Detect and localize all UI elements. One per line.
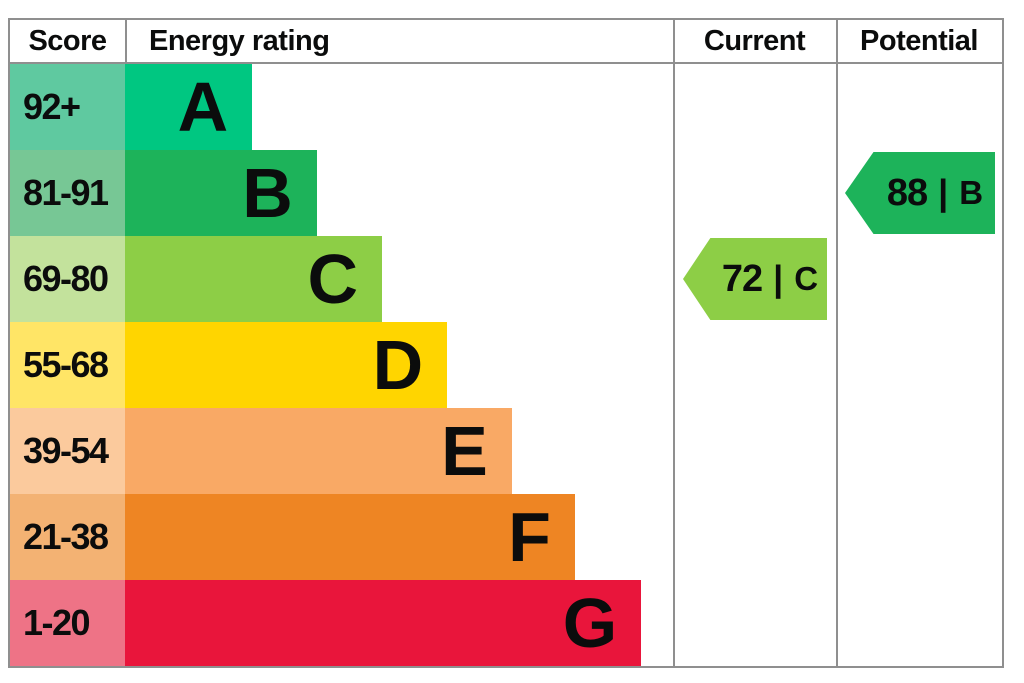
score-header-divider	[125, 20, 127, 64]
current-separator-bar: |	[773, 258, 784, 299]
band-bar-area-d: D	[125, 322, 673, 408]
energy-rating-column-header: Energy rating	[149, 24, 330, 57]
band-bar-area-a: A	[125, 64, 673, 150]
potential-rating-arrow: 88 | B	[845, 152, 995, 234]
band-letter-d: D	[372, 326, 424, 404]
score-range-c: 69-80	[10, 236, 125, 322]
score-range-f: 21-38	[10, 494, 125, 580]
score-range-e: 39-54	[10, 408, 125, 494]
band-row-b: 81-91 B	[10, 150, 1002, 236]
band-bar-b: B	[125, 150, 317, 236]
current-score-value: 72	[721, 257, 763, 300]
band-bar-a: A	[125, 64, 253, 150]
band-letter-e: E	[441, 412, 488, 490]
band-row-d: 55-68 D	[10, 322, 1002, 408]
band-letter-f: F	[508, 498, 551, 576]
current-band-letter: C	[794, 260, 819, 297]
score-column-header: Score	[28, 24, 107, 57]
band-letter-b: B	[242, 154, 293, 232]
current-column-divider	[673, 20, 675, 666]
score-range-a: 92+	[10, 64, 125, 150]
band-bar-area-b: B	[125, 150, 673, 236]
band-row-c: 69-80 C	[10, 236, 1002, 322]
band-row-f: 21-38 F	[10, 494, 1002, 580]
score-range-b: 81-91	[10, 150, 125, 236]
epc-table: Score Energy rating Current Potential 92…	[8, 18, 1004, 668]
band-letter-a: A	[177, 68, 229, 146]
band-row-g: 1-20 G	[10, 580, 1002, 666]
band-row-e: 39-54 E	[10, 408, 1002, 494]
band-letter-c: C	[307, 240, 358, 318]
band-bar-e: E	[125, 408, 512, 494]
band-rows: 92+ A 81-91 B 69-80 C 55-68 D 39-54 E 21-38 F 1-20 G	[10, 64, 1002, 666]
band-bar-g: G	[125, 580, 642, 666]
band-bar-c: C	[125, 236, 382, 322]
table-header-row: Score Energy rating Current Potential	[10, 20, 1002, 64]
band-row-a: 92+ A	[10, 64, 1002, 150]
band-letter-g: G	[562, 584, 618, 662]
band-bar-area-f: F	[125, 494, 673, 580]
band-bar-area-c: C	[125, 236, 673, 322]
score-range-d: 55-68	[10, 322, 125, 408]
current-rating-arrow: 72 | C	[683, 238, 827, 320]
potential-column-header: Potential	[860, 24, 978, 57]
band-bar-area-g: G	[125, 580, 673, 666]
band-bar-f: F	[125, 494, 575, 580]
current-column-header: Current	[703, 24, 806, 57]
potential-band-letter: B	[959, 174, 984, 211]
band-bar-area-e: E	[125, 408, 673, 494]
potential-separator-bar: |	[938, 172, 949, 213]
potential-score-value: 88	[886, 171, 928, 214]
potential-column-divider	[836, 20, 838, 666]
band-bar-d: D	[125, 322, 448, 408]
score-range-g: 1-20	[10, 580, 125, 666]
